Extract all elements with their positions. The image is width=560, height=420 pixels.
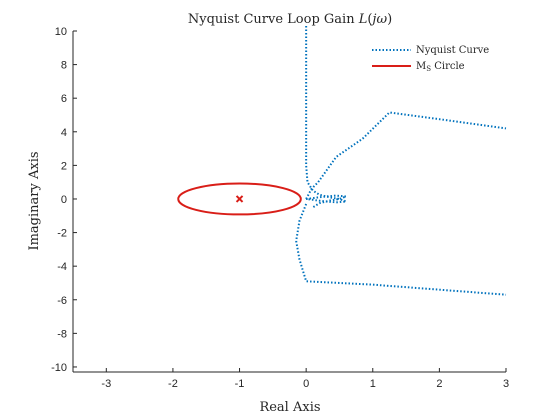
y-tick-label: -4 [57, 261, 67, 273]
markers-layer [235, 195, 244, 203]
series-layer [177, 25, 507, 296]
chart-title-function: L [358, 12, 368, 27]
series-nyquist_lower [295, 203, 507, 296]
y-tick-label: 2 [61, 160, 67, 172]
x-tick-label: 1 [370, 378, 376, 390]
legend-ms-label: MS Circle [416, 61, 465, 73]
y-tick-label: -8 [57, 328, 67, 340]
series-nyquist_mirror [306, 194, 347, 209]
y-tick-label: -2 [57, 228, 67, 240]
y-tick-label: 8 [61, 60, 67, 72]
y-tick-label: 4 [61, 127, 67, 139]
chart-title-main: Nyquist Curve Loop Gain [188, 12, 359, 27]
y-tick-label: 6 [61, 93, 67, 105]
marker-critical_point [235, 195, 244, 203]
legend-ms-rest: Circle [431, 61, 465, 72]
series-nyquist [305, 25, 347, 204]
y-axis-label: Imaginary Axis [27, 151, 42, 250]
x-tick-label: -2 [168, 378, 178, 390]
plot-background [73, 31, 506, 372]
legend: Nyquist Curve MS Circle [372, 45, 489, 73]
marker-x-stroke [235, 195, 244, 203]
x-tick-label: -1 [235, 378, 245, 390]
y-tick-label: 0 [61, 194, 67, 206]
legend-nyquist-label: Nyquist Curve [416, 45, 489, 56]
chart-title-argument: jω [369, 12, 387, 27]
x-tick-label: 2 [436, 378, 442, 390]
chart-title-open-paren: ( [367, 12, 372, 27]
chart-title: Nyquist Curve Loop Gain L(jω) [188, 12, 392, 27]
y-tick-label: -10 [51, 362, 67, 374]
y-tick-label: -6 [57, 295, 67, 307]
x-tick-label: 0 [303, 378, 309, 390]
x-tick-label: 3 [503, 378, 509, 390]
chart-title-close-paren: ) [387, 12, 392, 27]
legend-ms-subscript: S [426, 65, 431, 73]
x-axis-label: Real Axis [259, 400, 320, 415]
legend-ms-letter: M [416, 61, 426, 72]
series-ms-circle [177, 182, 302, 216]
y-tick-label: 10 [55, 26, 67, 38]
x-tick-label: -3 [101, 378, 111, 390]
